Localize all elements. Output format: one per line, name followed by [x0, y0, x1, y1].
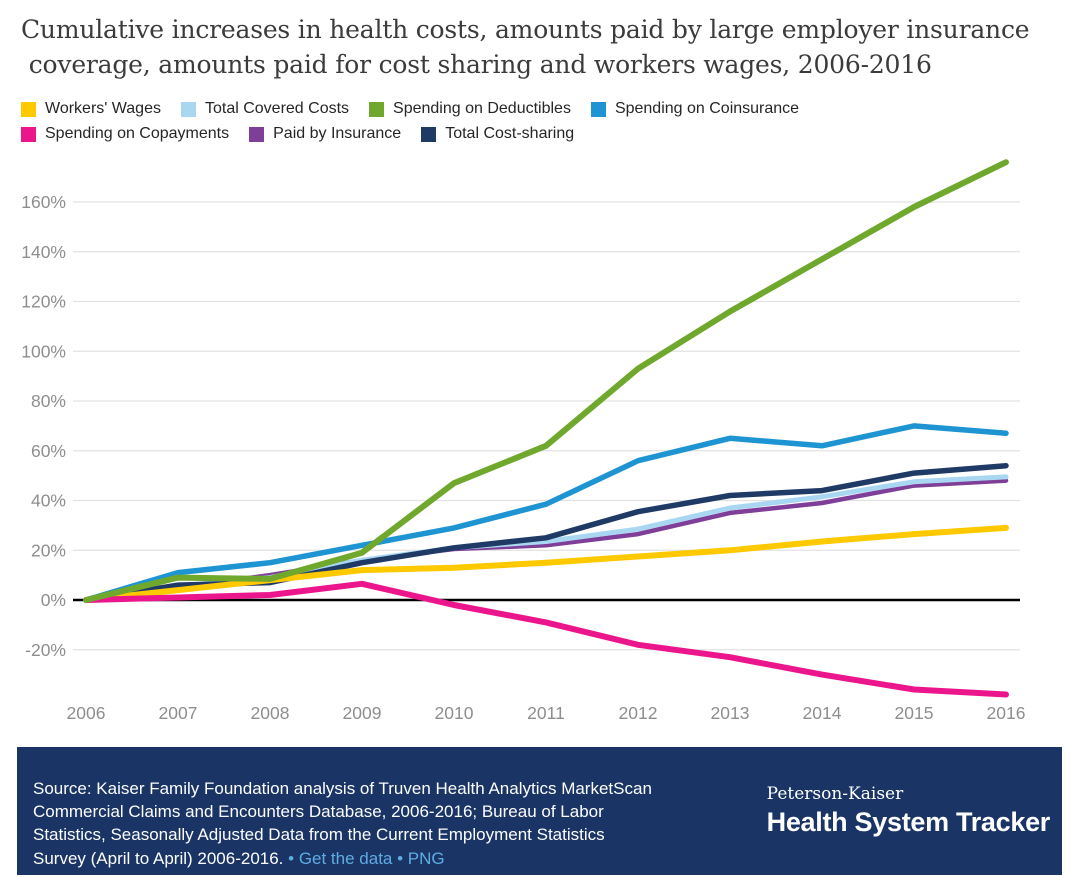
- bullet-separator: •: [288, 848, 299, 868]
- y-tick-label: 0%: [41, 590, 66, 610]
- legend-item: Total Covered Costs: [180, 100, 350, 118]
- legend-swatch: [369, 101, 385, 117]
- legend-swatch: [421, 126, 437, 142]
- legend-row: Spending on Copayments Paid by Insurance T…: [21, 125, 819, 143]
- legend-row: Workers' Wages Total Covered Costs Spendin…: [21, 100, 819, 118]
- chart-legend: Workers' Wages Total Covered Costs Spendin…: [21, 100, 819, 150]
- legend-label: Total Cost-sharing: [445, 125, 575, 142]
- series-line-workers-wages: [83, 524, 1009, 603]
- y-tick-label: 100%: [21, 341, 66, 361]
- legend-swatch: [590, 101, 606, 117]
- footer-banner: Source: Kaiser Family Foundation analysi…: [17, 747, 1062, 875]
- legend-item: Spending on Deductibles: [369, 100, 571, 118]
- legend-swatch: [180, 101, 196, 117]
- legend-item: Spending on Copayments: [21, 125, 229, 143]
- legend-item: Workers' Wages: [21, 100, 161, 118]
- legend-label: Spending on Coinsurance: [614, 100, 800, 117]
- series-line-spending-on-coinsurance: [83, 423, 1009, 603]
- x-tick-label: 2014: [803, 703, 842, 723]
- y-tick-label: 80%: [31, 391, 66, 411]
- x-tick-label: 2009: [343, 703, 382, 723]
- y-tick-label: 140%: [21, 242, 66, 262]
- x-tick-label: 2016: [987, 703, 1026, 723]
- brand-logo: Peterson-Kaiser Health System Tracker: [766, 784, 1051, 838]
- legend-swatch: [249, 126, 265, 142]
- x-tick-label: 2013: [711, 703, 750, 723]
- series-line-spending-on-deductibles: [83, 159, 1009, 603]
- y-tick-label: 120%: [21, 292, 66, 312]
- logo-health-system-tracker: Health System Tracker: [766, 807, 1051, 837]
- x-tick-label: 2007: [159, 703, 198, 723]
- page-title: Cumulative increases in health costs, am…: [21, 15, 1030, 79]
- chart-canvas: 160% 140% 120% 100% 80% 60% 40% 20% 0% -20% 2006 20…: [21, 159, 1026, 723]
- legend-swatch: [21, 126, 36, 142]
- legend-label: Spending on Copayments: [45, 125, 230, 142]
- y-tick-label: -20%: [25, 640, 66, 660]
- x-tick-label: 2008: [251, 703, 290, 723]
- x-tick-label: 2011: [527, 703, 565, 723]
- bullet-separator: •: [392, 848, 408, 868]
- get-the-data-link[interactable]: Get the data: [298, 848, 393, 868]
- legend-item: Spending on Coinsurance: [590, 100, 800, 118]
- logo-peterson-kaiser: Peterson-Kaiser: [766, 784, 904, 804]
- x-tick-label: 2006: [67, 703, 106, 723]
- legend-item: Paid by Insurance: [249, 125, 401, 143]
- legend-label: Spending on Deductibles: [393, 100, 571, 117]
- source-text: Source: Kaiser Family Foundation analysi…: [33, 777, 733, 870]
- x-tick-label: 2012: [619, 703, 658, 723]
- y-tick-label: 60%: [31, 441, 66, 461]
- x-tick-label: 2015: [895, 703, 934, 723]
- legend-label: Total Covered Costs: [204, 100, 350, 117]
- y-tick-label: 20%: [31, 540, 66, 560]
- png-link[interactable]: PNG: [407, 848, 445, 868]
- x-tick-label: 2010: [435, 703, 474, 723]
- legend-item: Total Cost-sharing: [421, 125, 574, 143]
- legend-label: Workers' Wages: [45, 100, 161, 117]
- legend-swatch: [21, 101, 36, 117]
- y-tick-label: 40%: [31, 491, 66, 511]
- y-tick-label: 160%: [21, 192, 66, 212]
- series-line-spending-on-copayments: [83, 580, 1009, 698]
- legend-label: Paid by Insurance: [273, 125, 402, 142]
- source-body: Source: Kaiser Family Foundation analysi…: [33, 779, 652, 868]
